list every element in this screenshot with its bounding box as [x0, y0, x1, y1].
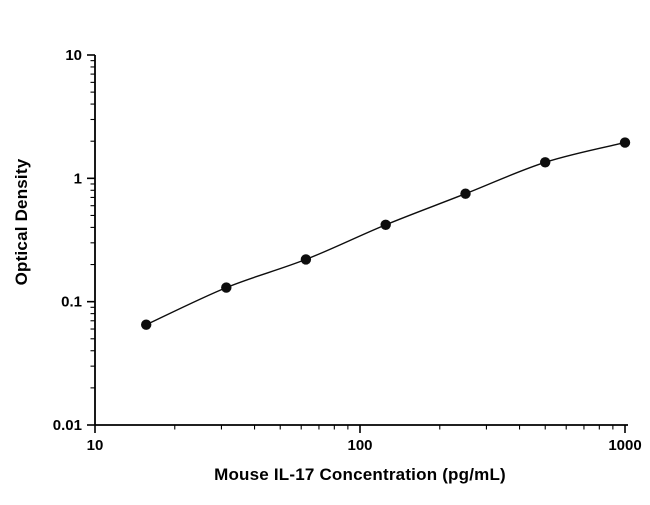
data-point-marker: [380, 219, 391, 230]
y-axis-title: Optical Density: [12, 158, 31, 286]
x-axis-title: Mouse IL-17 Concentration (pg/mL): [214, 465, 506, 484]
x-tick-label: 100: [347, 437, 372, 454]
data-point-marker: [141, 319, 152, 330]
x-tick-label: 10: [87, 437, 104, 454]
y-tick-label: 0.1: [61, 294, 82, 311]
tick-labels: 10 100 1000 0.01 0.1 1 10: [53, 47, 642, 454]
y-tick-label: 10: [65, 47, 82, 64]
y-tick-label: 1: [74, 170, 82, 187]
data-point-marker: [221, 282, 232, 293]
data-point-marker: [460, 188, 471, 199]
series-line: [145, 141, 626, 326]
data-point-marker: [300, 254, 312, 265]
series-standard-curve: [141, 137, 631, 330]
axes: [94, 55, 628, 426]
data-point-marker: [540, 157, 551, 168]
y-tick-label: 0.01: [53, 417, 82, 434]
x-tick-label: 1000: [608, 437, 641, 454]
data-point-marker: [619, 137, 631, 148]
tick-marks: [87, 54, 626, 433]
